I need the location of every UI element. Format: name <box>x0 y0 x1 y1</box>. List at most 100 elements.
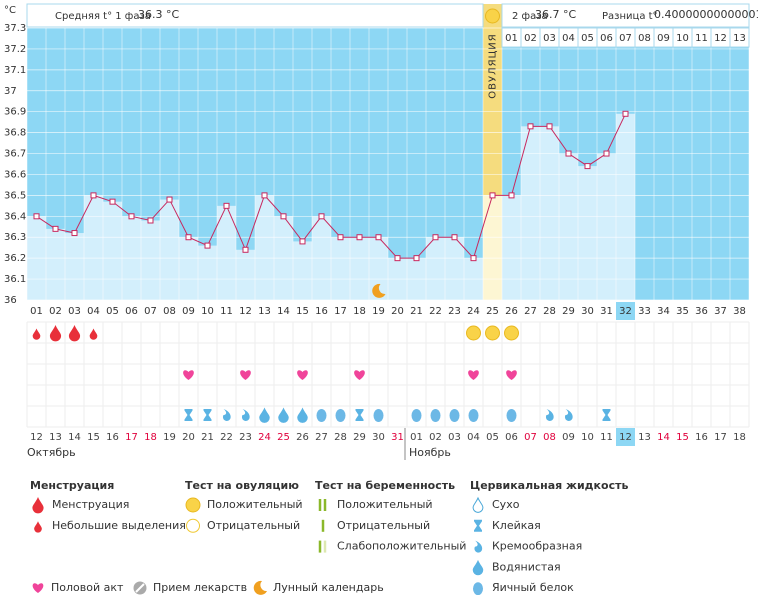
date-label: 16 <box>695 432 708 443</box>
ovulation-column <box>483 4 502 196</box>
date-label: 31 <box>391 432 404 443</box>
y-tick-label: 37.3 <box>4 23 26 34</box>
cervical-eggwhite-icon <box>473 582 483 595</box>
luteal-day-label: 06 <box>600 33 613 44</box>
cervical-sticky-icon <box>474 519 482 532</box>
date-label: 22 <box>220 432 233 443</box>
date-label: 01 <box>410 432 423 443</box>
x-tick-label: 35 <box>676 306 689 317</box>
luteal-day-label: 01 <box>505 33 518 44</box>
y-tick-label: 36 <box>4 295 17 306</box>
cervical-creamy-icon <box>564 409 573 421</box>
spotting-icon <box>89 328 98 340</box>
temperature-point <box>470 255 477 262</box>
luteal-day-label: 05 <box>581 33 594 44</box>
phase1-label: Средняя t° 1 фаза <box>55 11 151 22</box>
bar <box>502 195 521 300</box>
phase1-box <box>26 3 484 28</box>
temperature-point <box>394 255 401 262</box>
x-tick-label: 14 <box>277 306 290 317</box>
date-label: 06 <box>505 432 518 443</box>
bar <box>350 237 369 300</box>
temperature-point <box>109 198 116 205</box>
x-tick-label: 33 <box>638 306 651 317</box>
date-label: 04 <box>467 432 480 443</box>
temperature-point <box>204 242 211 249</box>
legend-label: Водянистая <box>492 560 561 573</box>
temperature-point <box>527 123 534 130</box>
heart-icon <box>297 370 308 380</box>
luteal-day-label: 07 <box>619 33 632 44</box>
date-label: 29 <box>353 432 366 443</box>
x-tick-label: 28 <box>543 306 556 317</box>
date-label: 14 <box>68 432 81 443</box>
cervical-watery-icon <box>278 407 289 423</box>
month-label: Ноябрь <box>409 446 451 459</box>
temperature-line <box>36 113 626 260</box>
temperature-point <box>128 213 135 220</box>
y-tick-label: 36.9 <box>4 107 26 118</box>
date-label: 19 <box>163 432 176 443</box>
y-tick-label: 36.8 <box>4 128 26 139</box>
spotting-icon <box>34 521 42 533</box>
heart-icon <box>183 370 194 380</box>
diff-label: Разница t° <box>602 11 658 22</box>
date-label: 12 <box>619 432 632 443</box>
temperature-point <box>242 246 249 253</box>
legend-label: Небольшие выделения <box>52 519 186 532</box>
x-tick-label: 36 <box>695 306 708 317</box>
menstruation-icon <box>49 325 62 342</box>
legend-label: Прием лекарств <box>153 581 247 594</box>
cervical-eggwhite-icon <box>430 409 441 422</box>
bar <box>578 166 597 300</box>
temperature-point <box>565 150 572 157</box>
legend-title: Тест на овуляцию <box>185 479 299 492</box>
cervical-watery-icon <box>472 559 484 576</box>
x-tick-label: 13 <box>258 306 271 317</box>
phase2-box <box>501 3 750 28</box>
y-tick-label: 36.2 <box>4 253 26 264</box>
luteal-day-label: 11 <box>695 33 708 44</box>
x-tick-label: 16 <box>315 306 328 317</box>
date-label: 09 <box>562 432 575 443</box>
legend-label: Клейкая <box>492 519 541 532</box>
bar <box>483 195 502 300</box>
x-tick-label: 01 <box>30 306 43 317</box>
bar <box>331 237 350 300</box>
temperature-point <box>622 110 629 117</box>
legend-label: Отрицательный <box>337 519 430 532</box>
cervical-creamy-icon <box>241 409 250 421</box>
luteal-day-label: 10 <box>676 33 689 44</box>
x-tick-label: 20 <box>391 306 404 317</box>
date-label: 20 <box>182 432 195 443</box>
cervical-creamy-icon <box>474 540 483 553</box>
x-tick-label: 11 <box>220 306 233 317</box>
today-date-cell <box>616 428 635 446</box>
moon-icon <box>372 283 386 298</box>
x-tick-label: 27 <box>524 306 537 317</box>
x-tick-label: 26 <box>505 306 518 317</box>
luteal-day-label: 02 <box>524 33 537 44</box>
y-tick-label: 36.1 <box>4 274 26 285</box>
date-label: 02 <box>429 432 442 443</box>
cervical-eggwhite-icon <box>373 409 384 422</box>
x-tick-label: 17 <box>334 306 347 317</box>
phase2-value: 36.7 °C <box>535 8 576 21</box>
cervical-eggwhite-icon <box>335 409 346 422</box>
medicine-icon-slash <box>135 583 145 593</box>
temperature-point <box>33 213 40 220</box>
temperature-point <box>90 192 97 199</box>
x-tick-label: 03 <box>68 306 81 317</box>
temperature-point <box>299 238 306 245</box>
date-label: 17 <box>714 432 727 443</box>
legend-label: Яичный белок <box>492 581 574 594</box>
bar <box>65 233 84 300</box>
date-label: 10 <box>581 432 594 443</box>
cervical-watery-icon <box>259 407 270 423</box>
cervical-watery-icon <box>297 407 308 423</box>
y-tick-label: 37.1 <box>4 65 26 76</box>
legend-label: Лунный календарь <box>273 581 384 594</box>
date-label: 05 <box>486 432 499 443</box>
temperature-point <box>356 234 363 241</box>
y-tick-label: 37 <box>4 86 17 97</box>
